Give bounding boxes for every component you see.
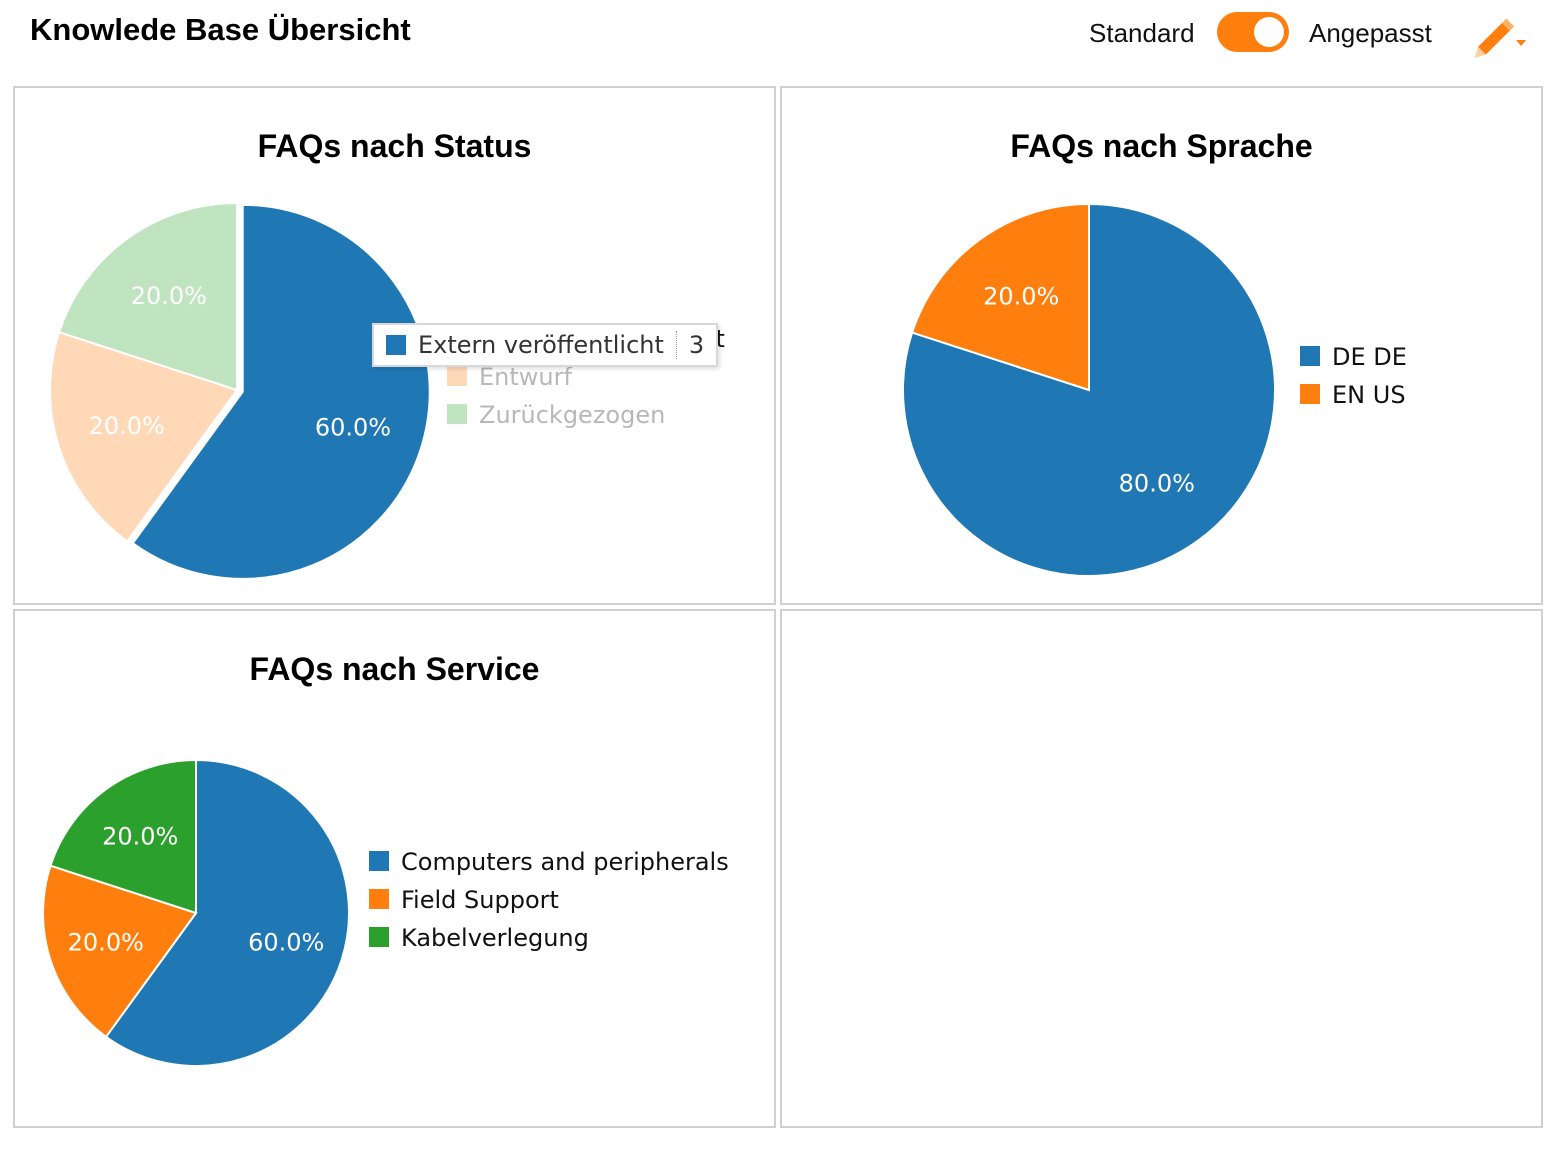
- legend-item-en-us[interactable]: EN US: [1332, 381, 1406, 409]
- pie-chart-language[interactable]: 80.0% 20.0% DE DE EN US: [782, 88, 1541, 603]
- legend-item-zur-ckgezogen[interactable]: Zurückgezogen: [479, 401, 665, 429]
- edit-dashboard-button[interactable]: [1470, 10, 1530, 60]
- legend-swatch-computers-and-peripherals: [369, 851, 389, 871]
- legend-item-field-support[interactable]: Field Support: [401, 886, 559, 914]
- toggle-label-angepasst[interactable]: Angepasst: [1309, 18, 1432, 48]
- legend-item-de-de[interactable]: DE DE: [1332, 343, 1407, 371]
- pencil-icon: [1474, 18, 1526, 58]
- legend-swatch-field-support: [369, 889, 389, 909]
- view-mode-toggle[interactable]: [1217, 12, 1289, 52]
- chevron-down-icon: [1516, 40, 1526, 46]
- toggle-knob: [1254, 17, 1284, 47]
- pie-label-zur-ckgezogen: 20.0%: [131, 282, 207, 310]
- pie-label-kabelverlegung: 20.0%: [102, 822, 178, 850]
- toggle-label-standard[interactable]: Standard: [1089, 18, 1195, 48]
- legend-item-computers-and-peripherals[interactable]: Computers and peripherals: [401, 848, 729, 876]
- pie-slice-computers-and-peripherals[interactable]: [104, 758, 350, 1067]
- pie-label-de-de: 80.0%: [1119, 469, 1195, 497]
- tooltip-label: Extern veröffentlicht: [418, 331, 664, 359]
- chart-title-status: FAQs nach Status: [257, 128, 532, 164]
- pie-slice-extern-ver-ffentlicht[interactable]: [131, 203, 431, 580]
- pie-slice-en-us[interactable]: [910, 202, 1090, 392]
- legend-swatch-en-us: [1300, 384, 1320, 404]
- empty-panel: [780, 609, 1543, 1128]
- pie-slice-kabelverlegung[interactable]: [49, 758, 197, 915]
- legend-swatch-kabelverlegung: [369, 927, 389, 947]
- chart-title-service: FAQs nach Service: [249, 651, 540, 687]
- legend-swatch-entwurf: [447, 366, 467, 386]
- pie-slice-zur-ckgezogen[interactable]: [57, 201, 238, 392]
- legend-item-kabelverlegung[interactable]: Kabelverlegung: [401, 924, 589, 952]
- tooltip-swatch: [386, 335, 406, 355]
- pie-label-en-us: 20.0%: [983, 283, 1059, 311]
- chart-title-language: FAQs nach Sprache: [1010, 128, 1313, 164]
- tooltip-value: 3: [675, 331, 716, 359]
- legend-item-entwurf[interactable]: Entwurf: [479, 363, 572, 391]
- pie-label-field-support: 20.0%: [68, 928, 144, 956]
- pie-slice-entwurf[interactable]: [49, 330, 239, 543]
- pie-chart-service[interactable]: 60.0% 20.0% 20.0% Computers and peripherals…: [15, 611, 774, 1126]
- page-title: Knowlede Base Übersicht: [30, 12, 411, 47]
- pie-chart-status[interactable]: 60.0% 20.0% 20.0% Extern veröffentlicht Entw…: [15, 88, 774, 603]
- pie-label-extern-ver-ffentlicht: 60.0%: [315, 414, 391, 442]
- chart-panel-service: FAQs nach Service 60.0% 20.0% 20.0% Compute…: [13, 609, 776, 1128]
- pie-slice-field-support[interactable]: [42, 864, 198, 1039]
- pie-label-entwurf: 20.0%: [89, 412, 165, 440]
- pie-label-computers-and-peripherals: 60.0%: [248, 928, 324, 956]
- chart-tooltip: Extern veröffentlicht 3: [372, 323, 719, 367]
- chart-panel-language: FAQs nach Sprache 80.0% 20.0% DE DE EN US: [780, 86, 1543, 605]
- legend-swatch-zur-ckgezogen: [447, 404, 467, 424]
- legend-swatch-de-de: [1300, 346, 1320, 366]
